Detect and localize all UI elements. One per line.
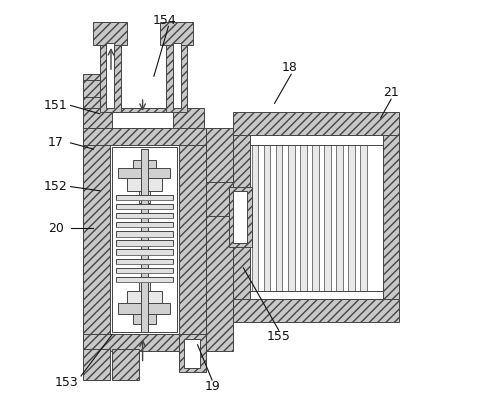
Bar bbox=[360, 145, 367, 291]
Bar bbox=[179, 334, 206, 372]
Bar bbox=[160, 22, 194, 45]
Bar bbox=[83, 128, 206, 145]
Bar bbox=[233, 112, 399, 134]
Bar bbox=[249, 291, 383, 299]
Bar bbox=[264, 145, 270, 291]
Bar bbox=[249, 134, 383, 299]
Bar bbox=[127, 291, 162, 303]
Bar bbox=[118, 168, 170, 178]
Bar bbox=[83, 334, 206, 351]
Text: 153: 153 bbox=[54, 376, 78, 389]
Bar bbox=[106, 43, 114, 108]
Bar bbox=[166, 39, 187, 112]
Text: 152: 152 bbox=[44, 180, 68, 193]
Bar bbox=[173, 43, 181, 108]
Bar bbox=[233, 299, 399, 322]
Bar bbox=[116, 241, 173, 246]
Bar bbox=[116, 194, 173, 200]
Bar bbox=[133, 160, 156, 168]
Bar bbox=[251, 145, 258, 291]
Bar bbox=[233, 191, 248, 243]
Text: 21: 21 bbox=[383, 86, 399, 99]
Bar bbox=[127, 178, 162, 191]
Text: 151: 151 bbox=[44, 99, 68, 112]
Text: 17: 17 bbox=[48, 137, 64, 150]
Text: 154: 154 bbox=[152, 14, 176, 27]
Bar bbox=[116, 268, 173, 273]
Bar bbox=[83, 128, 110, 351]
Bar bbox=[348, 145, 355, 291]
Bar bbox=[179, 128, 206, 351]
Bar bbox=[206, 128, 233, 351]
Bar bbox=[233, 134, 249, 299]
Bar bbox=[116, 222, 173, 228]
Text: 18: 18 bbox=[281, 62, 297, 75]
Bar bbox=[83, 349, 110, 380]
Text: 20: 20 bbox=[48, 222, 64, 235]
Bar bbox=[184, 339, 200, 367]
Bar bbox=[116, 204, 173, 209]
Bar bbox=[139, 278, 149, 291]
Bar bbox=[139, 191, 149, 203]
Bar bbox=[116, 277, 173, 282]
Bar bbox=[288, 145, 295, 291]
Bar bbox=[83, 80, 110, 97]
Bar bbox=[112, 147, 177, 332]
Bar bbox=[116, 231, 173, 237]
Text: 19: 19 bbox=[204, 380, 220, 393]
Text: 155: 155 bbox=[267, 330, 291, 343]
Bar bbox=[336, 145, 343, 291]
Bar bbox=[112, 349, 139, 380]
Bar bbox=[206, 182, 233, 216]
Bar bbox=[118, 303, 170, 313]
Bar bbox=[229, 186, 251, 247]
Bar bbox=[133, 313, 156, 324]
Bar bbox=[116, 259, 173, 264]
Bar bbox=[276, 145, 283, 291]
Bar bbox=[99, 39, 121, 112]
Bar bbox=[312, 145, 319, 291]
Bar bbox=[112, 112, 173, 128]
Bar bbox=[83, 108, 204, 130]
Bar bbox=[383, 134, 399, 299]
Bar bbox=[116, 213, 173, 218]
Bar bbox=[142, 149, 148, 332]
Bar bbox=[83, 74, 110, 351]
Bar bbox=[249, 134, 383, 145]
Bar bbox=[300, 145, 306, 291]
Bar bbox=[116, 249, 173, 255]
Bar bbox=[324, 145, 331, 291]
Bar bbox=[94, 22, 127, 45]
